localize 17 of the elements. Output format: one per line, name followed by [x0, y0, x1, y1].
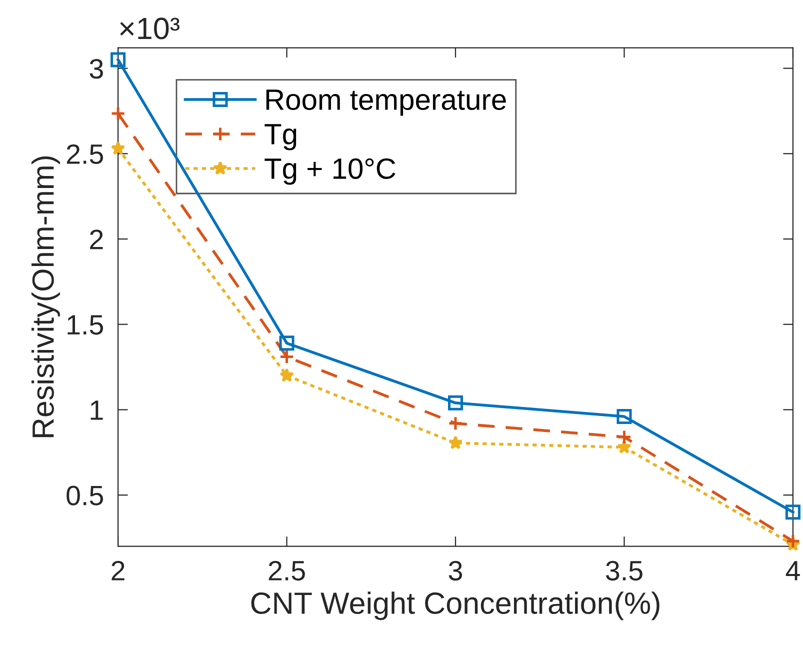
- x-tick-label: 3: [448, 560, 462, 581]
- x-tick-label: 4: [786, 561, 800, 580]
- y-tick-label: 3: [90, 58, 103, 79]
- legend-label: Room temperature: [266, 90, 506, 116]
- y-tick-label: 2.5: [66, 144, 103, 164]
- x-axis-title: CNT Weight Concentration(%): [251, 592, 660, 620]
- x-tick-label: 2.5: [268, 560, 305, 581]
- y-tick-label: 0.5: [66, 486, 103, 506]
- y-tick-label: 2: [90, 230, 103, 250]
- x-tick-label: 2: [112, 560, 124, 580]
- y-tick-label: 1: [90, 400, 103, 420]
- legend-label: Tg: [264, 124, 296, 150]
- y-tick-label: 1.5: [68, 315, 103, 335]
- x-tick-label: 3.5: [606, 560, 642, 581]
- y-axis-title: Resistivity(Ohm-mm): [32, 156, 60, 438]
- text: ×10³: [120, 18, 180, 40]
- legend-label: Tg + 10°C: [264, 158, 396, 185]
